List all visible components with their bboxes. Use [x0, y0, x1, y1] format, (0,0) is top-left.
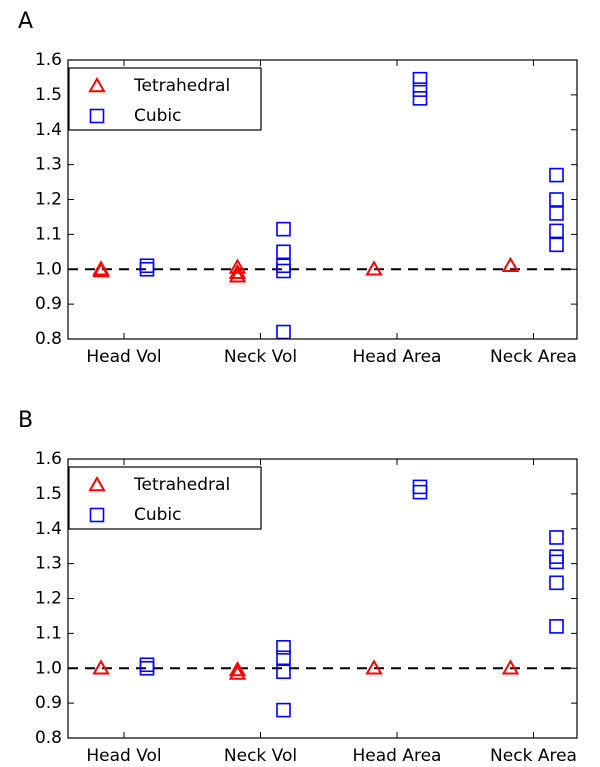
triangle-marker — [501, 256, 520, 273]
square-marker — [412, 479, 428, 495]
legend-label: Cubic — [134, 505, 182, 525]
triangle-marker — [228, 664, 247, 680]
triangle-marker — [501, 659, 520, 675]
x-tick-label: Neck Area — [490, 347, 577, 367]
triangle-marker — [228, 258, 247, 274]
square-marker — [276, 702, 291, 718]
y-tick-label: 0.9 — [35, 693, 62, 713]
triangle-marker — [365, 260, 383, 276]
x-tick-label: Neck Area — [490, 746, 577, 766]
square-marker — [139, 258, 155, 274]
axes-frame — [67, 458, 578, 739]
square-marker — [412, 82, 428, 97]
square-marker — [276, 650, 291, 666]
y-tick-label: 1.6 — [35, 50, 62, 70]
square-marker — [549, 167, 564, 183]
legend-marker — [88, 475, 106, 492]
y-tick-label: 1.2 — [35, 190, 62, 210]
y-tick-label: 1.5 — [35, 484, 62, 504]
x-tick-label: Neck Vol — [224, 746, 297, 766]
y-tick-label: 1.4 — [35, 120, 62, 140]
square-marker — [276, 221, 291, 237]
triangle-marker — [228, 660, 247, 677]
triangle-marker — [92, 659, 110, 675]
square-marker — [412, 71, 428, 87]
square-marker — [549, 206, 564, 221]
square-marker — [549, 530, 564, 545]
square-marker — [549, 575, 564, 591]
square-marker — [276, 244, 291, 260]
square-marker — [412, 91, 428, 106]
triangle-marker — [228, 267, 247, 283]
y-tick-label: 1.6 — [35, 449, 62, 469]
square-marker — [549, 554, 564, 570]
y-tick-label: 1.0 — [35, 658, 62, 678]
legend-label: Tetrahedral — [133, 76, 230, 96]
square-marker — [139, 261, 155, 277]
y-tick-label: 1.2 — [35, 589, 62, 609]
square-marker — [276, 263, 291, 279]
y-tick-label: 1.0 — [35, 259, 62, 279]
square-marker — [549, 237, 564, 253]
panel-label: B — [18, 408, 33, 433]
y-tick-label: 0.8 — [35, 329, 62, 349]
axes-frame — [67, 59, 578, 340]
square-marker — [412, 484, 428, 500]
legend-label: Cubic — [134, 106, 182, 126]
y-tick-label: 1.1 — [35, 224, 62, 244]
triangle-marker — [92, 261, 110, 278]
square-marker — [139, 657, 155, 673]
triangle-marker — [228, 263, 247, 279]
y-tick-label: 1.3 — [35, 554, 62, 574]
legend-marker — [88, 76, 106, 93]
x-tick-label: Head Area — [353, 347, 442, 367]
square-marker — [549, 619, 564, 634]
x-tick-label: Head Vol — [86, 347, 161, 367]
x-tick-label: Head Area — [353, 746, 442, 766]
x-tick-label: Head Vol — [86, 746, 161, 766]
y-tick-label: 1.4 — [35, 519, 62, 539]
square-marker — [276, 324, 291, 340]
square-marker — [276, 664, 291, 680]
legend-box — [68, 466, 262, 530]
triangle-marker — [365, 659, 383, 675]
legend-marker — [89, 507, 105, 523]
y-tick-label: 1.1 — [35, 623, 62, 643]
square-marker — [549, 223, 564, 239]
y-tick-label: 0.9 — [35, 294, 62, 314]
y-tick-label: 0.8 — [35, 728, 62, 748]
square-marker — [549, 192, 564, 207]
panel-label: A — [18, 9, 33, 34]
y-tick-label: 1.5 — [35, 85, 62, 105]
square-marker — [139, 660, 155, 676]
y-tick-label: 1.3 — [35, 155, 62, 175]
square-marker — [276, 640, 291, 655]
square-marker — [549, 549, 564, 564]
legend-box — [68, 67, 262, 131]
legend-marker — [89, 108, 105, 124]
square-marker — [276, 258, 291, 274]
x-tick-label: Neck Vol — [224, 347, 297, 367]
legend-label: Tetrahedral — [133, 475, 230, 495]
